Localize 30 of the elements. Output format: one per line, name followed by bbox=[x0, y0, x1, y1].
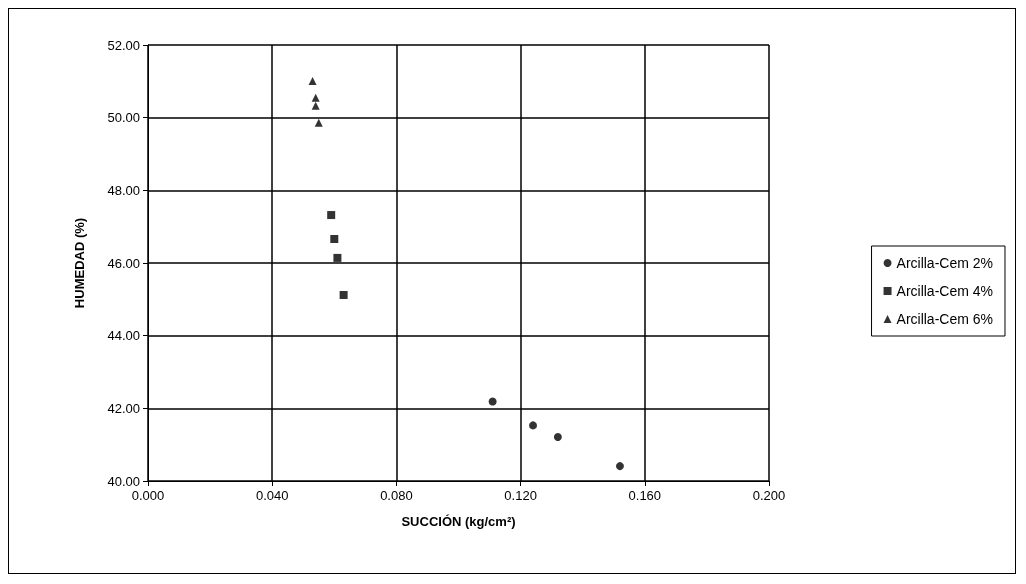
point bbox=[311, 93, 320, 102]
y-tick-label: 50.00 bbox=[107, 110, 140, 126]
point bbox=[339, 290, 348, 299]
y-tick-label: 42.00 bbox=[107, 400, 140, 416]
point bbox=[327, 211, 336, 220]
point bbox=[615, 462, 624, 471]
y-tick-label: 46.00 bbox=[107, 255, 140, 271]
x-tick-label: 0.000 bbox=[131, 488, 165, 503]
point bbox=[488, 397, 497, 406]
legend-label: Arcilla-Cem 6% bbox=[896, 311, 994, 327]
x-tick-label: 0.200 bbox=[752, 488, 786, 503]
y-axis-title: HUMEDAD (%) bbox=[72, 217, 87, 309]
point bbox=[333, 253, 342, 262]
point bbox=[314, 118, 323, 127]
x-tick-label: 0.080 bbox=[380, 488, 413, 503]
y-tick-label: 52.00 bbox=[107, 37, 140, 53]
point bbox=[330, 235, 339, 244]
x-tick-label: 0.120 bbox=[504, 488, 537, 503]
point bbox=[529, 421, 538, 430]
y-tick-label: 40.00 bbox=[107, 473, 140, 489]
legend-label: Arcilla-Cem 2% bbox=[896, 255, 994, 271]
x-tick-label: 0.160 bbox=[628, 488, 662, 503]
y-tick-label: 48.00 bbox=[107, 182, 140, 198]
point bbox=[311, 101, 320, 110]
legend-label: Arcilla-Cem 4% bbox=[896, 283, 994, 299]
y-tick-label: 44.00 bbox=[107, 328, 140, 344]
x-axis-title: SUCCIÓN (kg/cm²) bbox=[401, 514, 516, 529]
point bbox=[308, 76, 317, 85]
x-tick-label: 0.040 bbox=[255, 488, 289, 503]
point bbox=[553, 433, 562, 442]
